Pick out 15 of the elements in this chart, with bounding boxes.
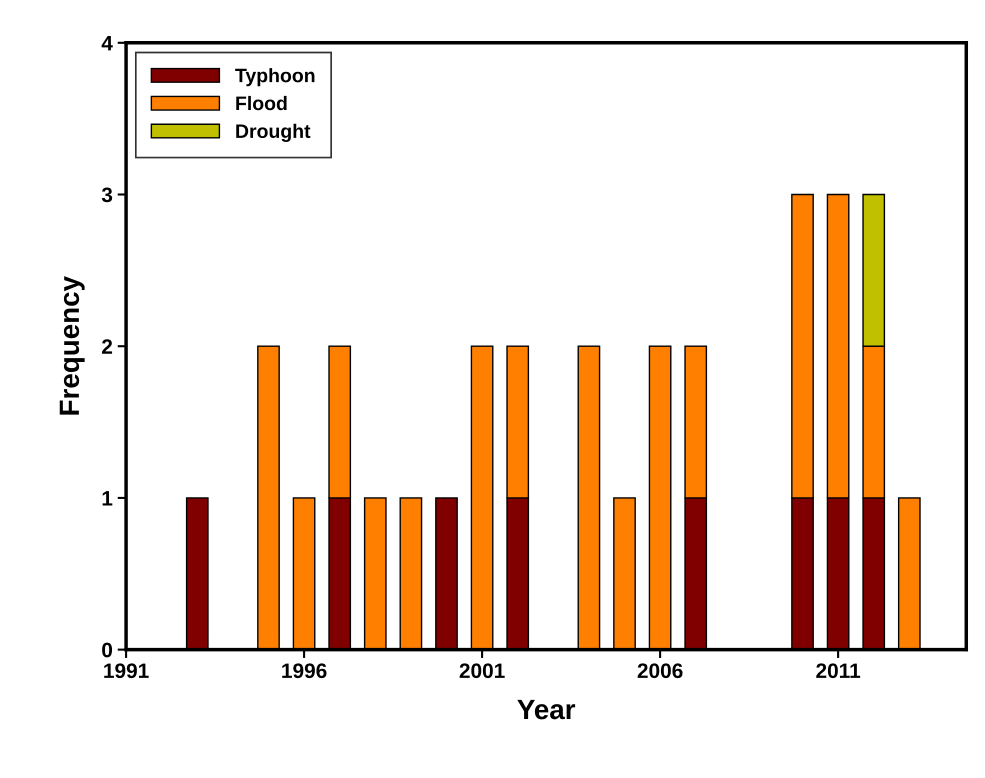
legend-label: Typhoon: [235, 68, 314, 86]
y-tick-label: 0: [102, 642, 112, 658]
y-tick-label: 3: [102, 188, 112, 202]
y-tick-label: 1: [102, 491, 112, 506]
x-tick-label: 1996: [282, 663, 327, 678]
x-tick-label: 1991: [104, 663, 149, 678]
y-tick-label: 2: [102, 339, 112, 354]
legend-label: Drought: [236, 124, 310, 142]
legend-label: Flood: [236, 96, 287, 110]
x-tick-label: 2011: [816, 663, 860, 678]
y-axis-title: Frequency: [60, 276, 85, 415]
x-axis-title: Year: [517, 700, 576, 720]
x-tick-label: 2006: [638, 663, 683, 678]
y-tick-label: 4: [102, 36, 113, 50]
x-tick-label: 2001: [460, 663, 505, 678]
